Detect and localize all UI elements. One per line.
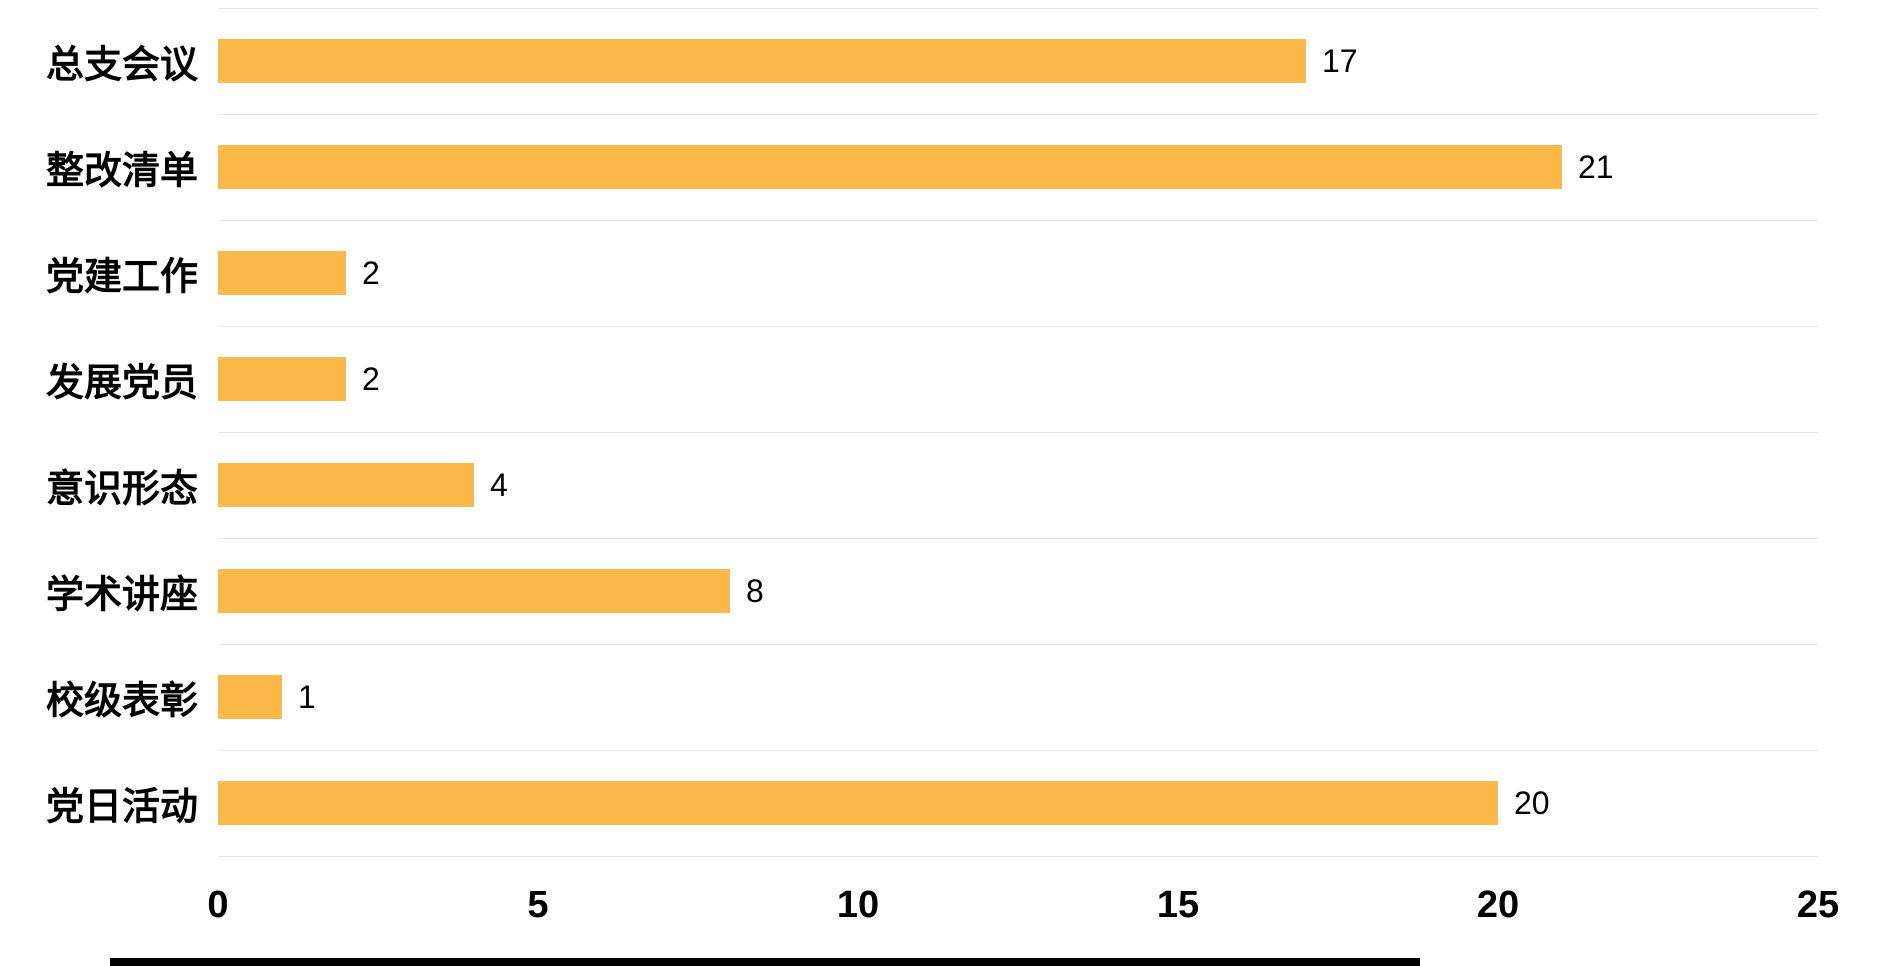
bar	[218, 463, 474, 507]
category-label: 党日活动	[46, 786, 199, 829]
bar-track: 2	[218, 251, 1818, 295]
bar-row: 总支会议 17	[0, 8, 1900, 114]
bar-track: 1	[218, 675, 1818, 719]
value-label: 2	[362, 361, 380, 397]
bar-track: 8	[218, 569, 1818, 613]
category-label: 学术讲座	[46, 574, 199, 617]
bar-track: 17	[218, 39, 1818, 83]
gridline	[218, 856, 1818, 857]
bar-track: 4	[218, 463, 1818, 507]
value-label: 21	[1578, 149, 1614, 185]
bar	[218, 781, 1498, 825]
x-tick-label: 0	[207, 884, 229, 926]
bar-track: 20	[218, 781, 1818, 825]
category-label: 党建工作	[46, 256, 199, 299]
x-tick-label: 5	[527, 884, 549, 926]
gridline	[218, 220, 1818, 221]
gridline	[218, 538, 1818, 539]
gridline	[218, 644, 1818, 645]
bar-row: 发展党员 2	[0, 326, 1900, 432]
gridline	[218, 750, 1818, 751]
value-label: 20	[1514, 785, 1550, 821]
value-label: 4	[490, 467, 508, 503]
category-label: 整改清单	[46, 150, 199, 193]
value-label: 2	[362, 255, 380, 291]
category-label: 总支会议	[46, 44, 199, 87]
bar-row: 党建工作 2	[0, 220, 1900, 326]
bottom-strip	[110, 958, 1420, 966]
bar-track: 21	[218, 145, 1818, 189]
bar	[218, 251, 346, 295]
bar	[218, 39, 1306, 83]
x-tick-label: 10	[836, 884, 880, 926]
gridline	[218, 114, 1818, 115]
bar	[218, 569, 730, 613]
bar	[218, 675, 282, 719]
gridline	[218, 326, 1818, 327]
bar-row: 整改清单 21	[0, 114, 1900, 220]
category-label: 校级表彰	[46, 680, 199, 723]
bar-row: 党日活动 20	[0, 750, 1900, 856]
value-label: 1	[298, 679, 316, 715]
x-tick-label: 25	[1796, 884, 1840, 926]
x-axis: 0 5 10 15 20 25	[0, 884, 1900, 933]
bar-rows: 总支会议 17 整改清单 21 党建工作 2 发展党员 2 意识形态 4 学术讲座 8 校级表彰 1 党日活…	[0, 8, 1900, 856]
bar	[218, 145, 1562, 189]
value-label: 8	[746, 573, 764, 609]
bar-track: 2	[218, 357, 1818, 401]
gridline	[218, 432, 1818, 433]
bar-row: 学术讲座 8	[0, 538, 1900, 644]
bar-row: 校级表彰 1	[0, 644, 1900, 750]
category-label: 意识形态	[46, 468, 199, 511]
x-tick-label: 15	[1156, 884, 1200, 926]
value-label: 17	[1322, 43, 1358, 79]
category-label: 发展党员	[46, 362, 199, 405]
bar	[218, 357, 346, 401]
bar-row: 意识形态 4	[0, 432, 1900, 538]
gridline	[218, 8, 1818, 9]
x-tick-label: 20	[1476, 884, 1520, 926]
